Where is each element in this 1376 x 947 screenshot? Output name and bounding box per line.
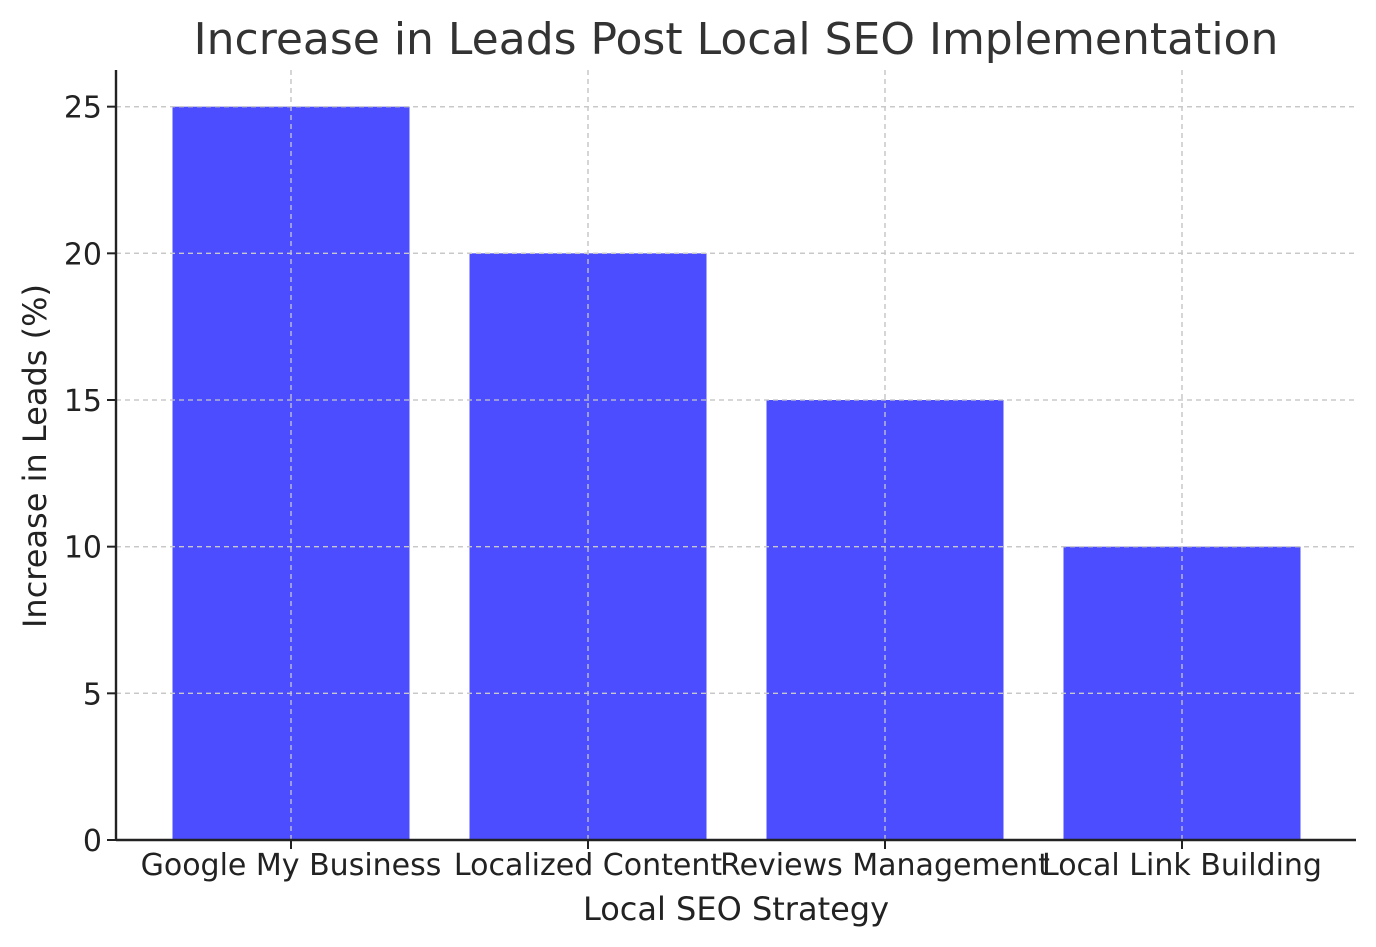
y-tick-label: 10 [64,531,102,566]
chart-title: Increase in Leads Post Local SEO Impleme… [194,14,1279,65]
y-tick-label: 5 [83,677,102,712]
axes: 0 5 10 15 20 25 Google My Business Localized Co… [64,70,1356,883]
y-tick-label: 20 [64,237,102,272]
y-tick-label: 0 [83,824,102,859]
y-tick-label: 25 [64,91,102,126]
x-tick-label: Reviews Management [720,848,1050,883]
y-axis-label: Increase in Leads (%) [16,284,54,628]
x-axis-label: Local SEO Strategy [583,890,889,928]
x-tick-label: Local Link Building [1042,848,1322,883]
y-tick-label: 15 [64,384,102,419]
x-tick-label: Google My Business [141,848,442,883]
x-tick-label: Localized Content [454,848,722,883]
bar [172,106,410,840]
bars [116,70,1356,841]
